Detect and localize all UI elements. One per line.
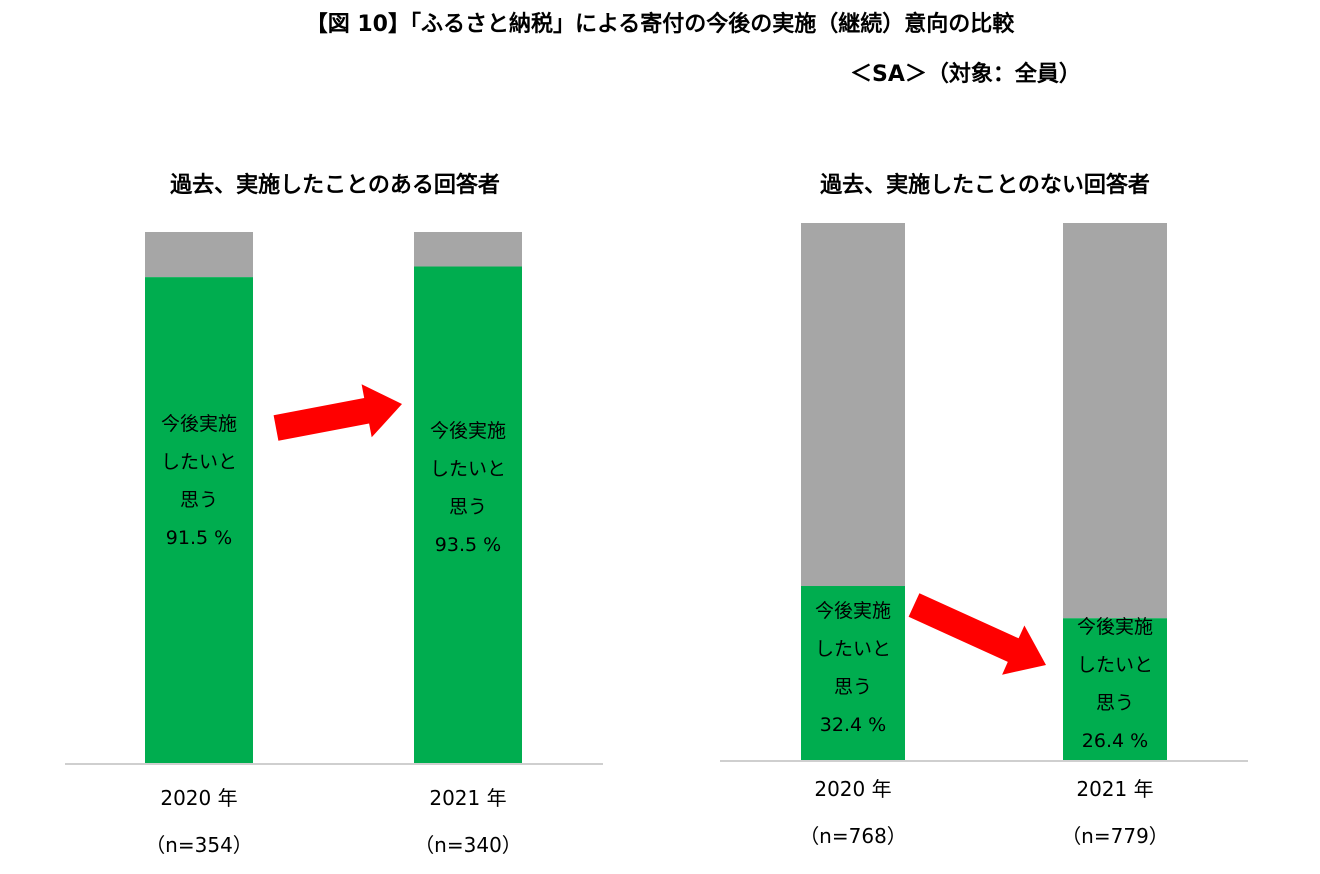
x-tick-label-1-0: 2020 年 <box>814 777 891 801</box>
sample-size-0-1: （n=340） <box>414 833 522 857</box>
x-tick-label-0-1: 2021 年 <box>429 786 506 810</box>
bar-rest-1-0 <box>801 223 905 587</box>
trend-arrow-down-1 <box>908 593 1046 675</box>
bar-rest-1-1 <box>1063 223 1167 619</box>
bar-label-line-0-0-1: したいと <box>161 451 237 473</box>
bar-label-line-1-1-1: したいと <box>1077 654 1153 676</box>
bar-yes-1-1 <box>1063 618 1167 760</box>
bar-label-line-0-1-2: 思う <box>449 496 487 518</box>
figure-subtitle: ＜SA＞（対象：全員） <box>850 62 1081 87</box>
bar-label-line-1-1-2: 思う <box>1096 692 1134 714</box>
x-tick-label-1-1: 2021 年 <box>1076 777 1153 801</box>
bar-label-line-1-0-0: 今後実施 <box>815 600 891 622</box>
sample-size-1-0: （n=768） <box>799 824 907 848</box>
data-label-0-1: 93.5 % <box>435 534 501 556</box>
bar-label-line-1-1-0: 今後実施 <box>1077 616 1153 638</box>
figure-title: 【図 10】「ふるさと納税」による寄付の今後の実施（継続）意向の比較 <box>305 12 1015 37</box>
bar-label-line-0-1-1: したいと <box>430 458 506 480</box>
chart-title-left: 過去、実施したことのある回答者 <box>170 173 500 198</box>
bar-yes-0-1 <box>414 266 522 763</box>
bar-rest-0-1 <box>414 232 522 267</box>
chart-title-right: 過去、実施したことのない回答者 <box>820 173 1150 198</box>
data-label-1-1: 26.4 % <box>1082 730 1148 752</box>
bar-rest-0-0 <box>145 232 253 278</box>
sample-size-1-1: （n=779） <box>1061 824 1169 848</box>
sample-size-0-0: （n=354） <box>145 833 253 857</box>
trend-arrow-up-0 <box>273 384 402 441</box>
x-tick-label-0-0: 2020 年 <box>160 786 237 810</box>
bar-label-line-1-0-2: 思う <box>834 676 872 698</box>
data-label-0-0: 91.5 % <box>166 527 232 549</box>
data-label-1-0: 32.4 % <box>820 714 886 736</box>
bar-label-line-0-0-0: 今後実施 <box>161 413 237 435</box>
bar-label-line-0-1-0: 今後実施 <box>430 420 506 442</box>
bar-yes-1-0 <box>801 586 905 760</box>
bar-yes-0-0 <box>145 277 253 763</box>
bar-label-line-1-0-1: したいと <box>815 638 891 660</box>
bar-label-line-0-0-2: 思う <box>180 489 218 511</box>
